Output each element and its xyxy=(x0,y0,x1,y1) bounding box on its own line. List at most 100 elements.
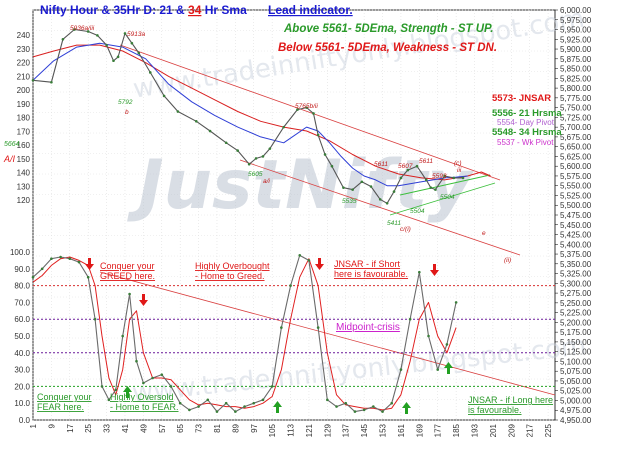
osc-point-21 xyxy=(206,398,210,402)
price-point-7 xyxy=(112,59,115,63)
right-axis-ticks: 4,950.004,975.005,000.005,025.005,050.00… xyxy=(555,6,592,425)
x-tick-label-17: 137 xyxy=(342,423,351,437)
right-tick-label-36: 5,850.00 xyxy=(560,65,592,74)
price-point-44 xyxy=(452,176,456,180)
left-tick-label-5: 170 xyxy=(17,127,31,136)
x-tick-label-20: 161 xyxy=(397,423,406,437)
right-tick-label-7: 5,125.00 xyxy=(560,348,592,357)
x-tick-label-25: 201 xyxy=(489,423,498,437)
osc-annotation-line: JNSAR - if Short xyxy=(334,259,401,269)
wave-label-2: 5792 xyxy=(118,99,133,106)
osc-tick-label-7: 70.0 xyxy=(14,298,30,307)
right-tick-label-2: 5,000.00 xyxy=(560,396,592,405)
annotation-jnsar: 5573- JNSAR xyxy=(492,93,551,104)
title-sma-joiner: & xyxy=(173,3,188,17)
price-point-38 xyxy=(406,168,410,172)
osc-point-47 xyxy=(445,343,449,346)
chart-subtitle: Lead indicator. xyxy=(268,3,353,17)
price-point-3 xyxy=(73,28,76,31)
annotation-left-label: A/I xyxy=(3,154,16,164)
osc-point-8 xyxy=(100,385,104,388)
price-point-28 xyxy=(323,153,327,156)
left-tick-label-11: 230 xyxy=(17,45,31,54)
right-tick-label-3: 5,025.00 xyxy=(560,387,592,396)
x-tick-label-19: 153 xyxy=(379,423,388,437)
osc-point-41 xyxy=(390,401,394,405)
x-axis-ticks: 1 9 17 25 33 41 49 57 65 73 81 89 97 105 113 121 129 137 1… xyxy=(29,423,553,437)
x-tick-label-6: 49 xyxy=(139,423,148,432)
wave-label-9: 5607 xyxy=(398,163,413,170)
price-point-11 xyxy=(137,51,141,55)
osc-annotation-line: Conquer your xyxy=(37,392,92,402)
left-tick-label-7: 190 xyxy=(17,100,31,109)
arrow-up-2 xyxy=(273,401,282,413)
annotation-wk-pivot: 5537 - Wk Pivot xyxy=(497,138,554,147)
arrow-up-4 xyxy=(444,362,453,374)
osc-annotation-line: Highly Overbought xyxy=(195,261,270,271)
signal-arrows xyxy=(85,258,453,414)
price-point-18 xyxy=(236,149,239,152)
title-suffix: Hr Sma xyxy=(201,3,247,17)
right-tick-label-37: 5,875.00 xyxy=(560,55,592,64)
channel-green-upper xyxy=(399,174,491,196)
osc-tick-label-8: 80.0 xyxy=(14,282,30,291)
right-tick-label-21: 5,475.00 xyxy=(560,211,592,220)
channel-green-lower xyxy=(389,182,496,216)
right-tick-label-35: 5,825.00 xyxy=(560,74,592,83)
arrow-up-1 xyxy=(123,386,132,398)
price-point-39 xyxy=(415,164,419,168)
osc-point-20 xyxy=(197,405,200,408)
osc-tick-label-2: 20.0 xyxy=(14,382,30,391)
osc-annotation-oversold: Highly Oversold - Home to FEAR. xyxy=(110,392,179,412)
wave-label-6: 5765b/ii xyxy=(295,103,318,110)
osc-point-45 xyxy=(427,334,430,338)
osc-point-46 xyxy=(436,368,440,371)
x-tick-label-1: 9 xyxy=(47,423,56,428)
right-tick-label-9: 5,175.00 xyxy=(560,328,592,337)
x-tick-label-16: 129 xyxy=(323,423,332,437)
title-sma-slow: 34 xyxy=(188,3,202,17)
osc-point-19 xyxy=(188,408,191,412)
price-point-45 xyxy=(461,176,465,180)
left-tick-label-1: 130 xyxy=(17,182,31,191)
osc-annotation-line: JNSAR - if Long here xyxy=(468,395,553,405)
price-point-5 xyxy=(96,34,99,37)
osc-point-31 xyxy=(298,254,302,257)
osc-point-15 xyxy=(151,376,154,380)
right-tick-label-42: 6,000.00 xyxy=(560,6,592,15)
osc-point-10 xyxy=(114,388,118,392)
price-point-13 xyxy=(162,94,166,98)
price-point-41 xyxy=(429,186,433,189)
osc-point-33 xyxy=(316,326,320,329)
price-point-23 xyxy=(282,125,285,129)
osc-point-28 xyxy=(270,385,274,388)
trendline-upper xyxy=(119,44,501,181)
price-point-31 xyxy=(351,188,354,191)
osc-tick-label-1: 10.0 xyxy=(14,399,30,408)
annotation-below: Below 5561- 5DEma, Weakness - ST DN. xyxy=(278,42,497,54)
osc-point-42 xyxy=(399,368,403,371)
left-tick-label-3: 150 xyxy=(17,155,31,164)
osc-point-0 xyxy=(31,275,35,279)
x-tick-label-21: 169 xyxy=(415,423,424,437)
x-tick-label-12: 97 xyxy=(250,423,259,432)
annotation-above: Above 5561- 5DEma, Strength - ST UP. xyxy=(283,23,493,35)
wave-label-12: 5504 xyxy=(410,208,425,215)
osc-annotation-line: GREED here. xyxy=(100,271,155,281)
osc-point-23 xyxy=(224,401,228,405)
x-tick-label-3: 25 xyxy=(84,423,93,432)
right-tick-label-24: 5,550.00 xyxy=(560,182,592,191)
watermark-text: JustNifty xyxy=(126,146,474,225)
x-tick-label-4: 33 xyxy=(103,423,112,432)
wave-label-4: 5605 xyxy=(248,171,263,178)
price-point-42 xyxy=(434,188,437,191)
price-point-40 xyxy=(424,178,428,182)
x-tick-label-5: 41 xyxy=(121,423,130,432)
osc-annotation-fear: Conquer your FEAR here. xyxy=(37,392,92,412)
arrow-down-3 xyxy=(315,258,324,270)
price-point-32 xyxy=(360,180,364,184)
price-point-29 xyxy=(330,164,334,168)
price-point-21 xyxy=(261,155,265,158)
price-point-43 xyxy=(443,174,446,178)
x-tick-label-2: 17 xyxy=(66,423,75,432)
